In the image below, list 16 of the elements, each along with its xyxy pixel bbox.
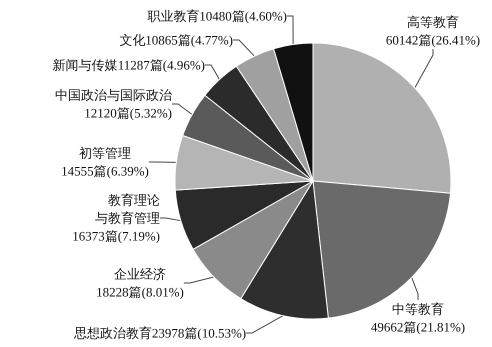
slice-label: 思想政治教育23978篇(10.53%) <box>72 326 246 340</box>
slice-label: 新闻与传媒11287篇(4.96%) <box>52 58 205 72</box>
slice-label: 中等教育 <box>392 302 444 316</box>
data-label: 18228篇(8.01%) <box>96 284 184 300</box>
slice-label: 中国政治与国际政治 <box>55 88 172 102</box>
slice-label: 高等教育 <box>407 14 459 30</box>
slice-label: 企业经济 <box>114 266 166 282</box>
data-label: 16373篇(7.19%) <box>72 228 160 244</box>
slice-label: 教育理论与教育管理 <box>95 192 160 226</box>
slice-label: 文化10865篇(4.77%) <box>119 32 233 48</box>
data-label: 60142篇(26.41%) <box>386 32 480 48</box>
data-label: 14555篇(6.39%) <box>61 164 149 178</box>
data-label: 12120篇(5.32%) <box>84 106 172 120</box>
data-label: 49662篇(21.81%) <box>370 320 466 334</box>
slice-label: 初等管理 <box>79 146 131 160</box>
slice-label: 职业教育10480篇(4.60%) <box>147 8 287 24</box>
